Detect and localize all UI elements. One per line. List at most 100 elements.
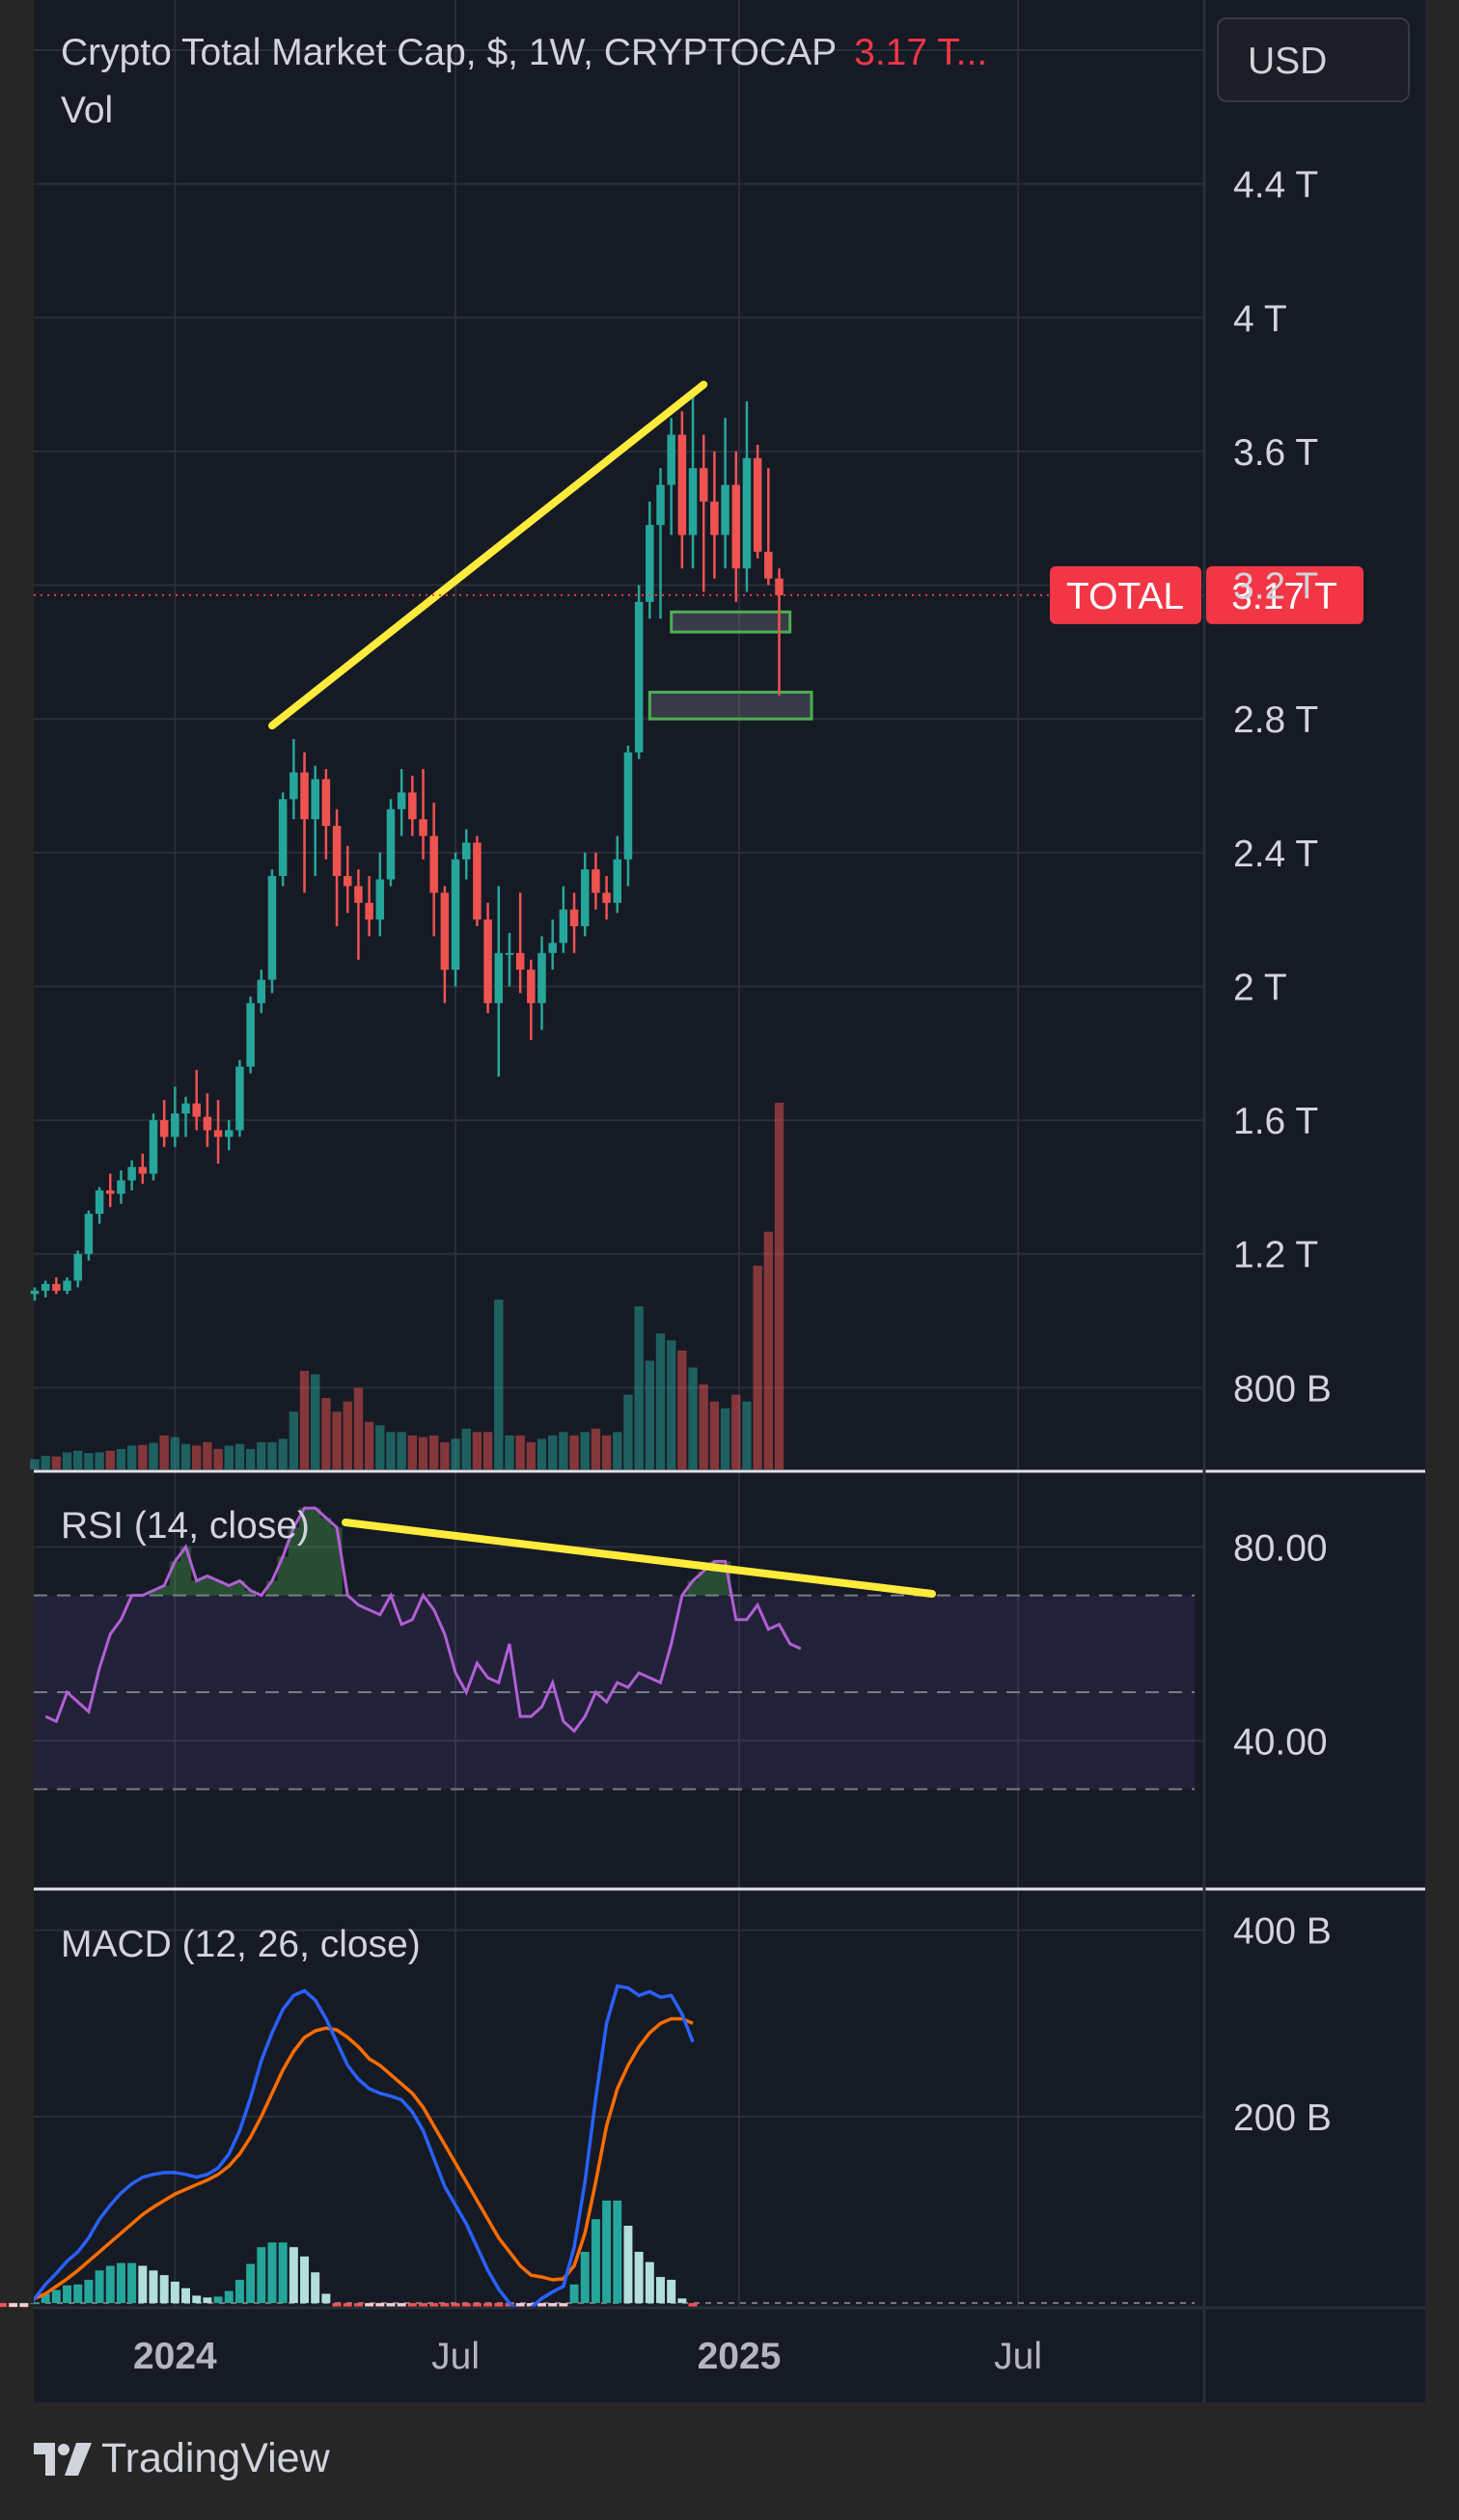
volume-bar <box>267 1441 277 1469</box>
volume-bar <box>591 1428 601 1469</box>
candle-body <box>419 819 427 836</box>
macd-histogram-bar <box>95 2270 104 2304</box>
volume-bar <box>601 1435 612 1469</box>
candle-body <box>257 979 266 1003</box>
macd-histogram-bar <box>9 2303 18 2308</box>
volume-bar <box>720 1408 730 1469</box>
volume-bar <box>613 1432 622 1469</box>
volume-bar <box>569 1435 579 1469</box>
candle-body <box>461 842 471 860</box>
candle-body <box>451 859 460 971</box>
candle-body <box>537 952 546 1003</box>
candle-body <box>397 792 406 809</box>
rsi-axis-tick-label: 80.00 <box>1233 1527 1328 1569</box>
volume-bar <box>321 1398 331 1469</box>
volume-bar <box>311 1374 320 1469</box>
volume-bar <box>580 1432 590 1469</box>
symbol-title: Crypto Total Market Cap, $, 1W, CRYPTOCA… <box>61 32 838 73</box>
macd-histogram-bar <box>181 2287 191 2304</box>
candle-body <box>332 826 342 877</box>
volume-bar <box>364 1421 374 1469</box>
volume-bar <box>84 1453 94 1469</box>
candle-body <box>656 484 665 526</box>
volume-bar <box>375 1425 385 1469</box>
price-axis-tick-label: 1.2 T <box>1233 1235 1318 1276</box>
price-axis-tick-label: 800 B <box>1233 1368 1332 1410</box>
price-axis-tick-label: 4.4 T <box>1233 165 1318 206</box>
candle-body <box>278 799 288 877</box>
volume-bar <box>159 1435 169 1469</box>
macd-histogram-bar <box>138 2265 148 2304</box>
volume-bar <box>386 1432 396 1469</box>
candle-body <box>483 919 492 1003</box>
volume-bar <box>774 1103 785 1469</box>
candle-body <box>267 876 277 980</box>
candle-body <box>710 501 719 535</box>
candle-body <box>613 859 622 903</box>
volume-bar <box>428 1435 439 1469</box>
candle-body <box>699 468 708 502</box>
macd-histogram-bar <box>170 2281 179 2304</box>
volume-bar <box>418 1437 428 1469</box>
volume-bar <box>666 1340 676 1469</box>
volume-bar <box>257 1441 266 1469</box>
macd-histogram-bar <box>419 2303 427 2308</box>
candle-body <box>343 876 352 887</box>
volume-bar <box>623 1394 633 1469</box>
support-zone <box>647 690 813 721</box>
candle-body <box>63 1280 71 1291</box>
volume-bar <box>289 1411 299 1469</box>
macd-histogram-bar <box>257 2247 266 2304</box>
candle-body <box>634 601 644 753</box>
macd-histogram-bar <box>688 2303 698 2308</box>
volume-bar <box>397 1432 406 1469</box>
volume-bar <box>451 1438 460 1469</box>
volume-bar <box>353 1387 364 1469</box>
macd-histogram-bar <box>289 2247 298 2304</box>
macd-histogram-bar <box>526 2303 536 2308</box>
macd-histogram-bar <box>159 2275 169 2304</box>
candle-body <box>505 952 514 955</box>
candle-body <box>84 1214 94 1254</box>
volume-bar <box>299 1370 310 1469</box>
macd-histogram-bar <box>321 2293 331 2304</box>
candle-body <box>41 1283 50 1291</box>
volume-bar <box>472 1432 482 1469</box>
macd-axis-tick-label: 200 B <box>1233 2097 1332 2139</box>
rsi-label: RSI (14, close) <box>61 1505 310 1547</box>
candle-body <box>192 1103 201 1117</box>
macd-histogram-bar <box>213 2296 223 2304</box>
macd-histogram-bar <box>73 2284 83 2304</box>
support-zone <box>670 610 792 634</box>
legend-title: Crypto Total Market Cap, $, 1W, CRYPTOCA… <box>61 32 987 74</box>
volume-bar <box>138 1444 148 1469</box>
volume-bar <box>526 1441 537 1469</box>
macd-histogram-bar <box>548 2303 558 2308</box>
macd-histogram-bar <box>332 2303 342 2308</box>
volume-bar <box>343 1401 352 1469</box>
candle-body <box>764 551 773 579</box>
candle-body <box>127 1166 136 1181</box>
candle-body <box>592 869 600 893</box>
macd-histogram-bar <box>51 2289 61 2304</box>
candle-body <box>473 842 482 920</box>
macd-histogram-bar <box>440 2303 450 2308</box>
volume-bar <box>105 1450 115 1469</box>
candle-body <box>171 1113 179 1137</box>
macd-histogram-bar <box>602 2200 612 2304</box>
price-axis-tick-label: 1.6 T <box>1233 1101 1318 1142</box>
candle-body <box>311 779 319 820</box>
macd-histogram-bar <box>149 2270 158 2304</box>
volume-bar <box>742 1401 752 1469</box>
macd-histogram-bar <box>0 2303 7 2308</box>
candle-body <box>677 434 687 535</box>
candle-body <box>602 892 611 903</box>
tradingview-logo[interactable]: TradingView <box>34 2435 330 2482</box>
candle-body <box>494 952 504 1003</box>
currency-button[interactable]: USD <box>1217 17 1410 102</box>
candle-body <box>515 952 525 971</box>
macd-histogram-bar <box>656 2277 665 2304</box>
price-axis-tick-label: 2 T <box>1233 967 1287 1008</box>
candle-body <box>527 970 536 1003</box>
